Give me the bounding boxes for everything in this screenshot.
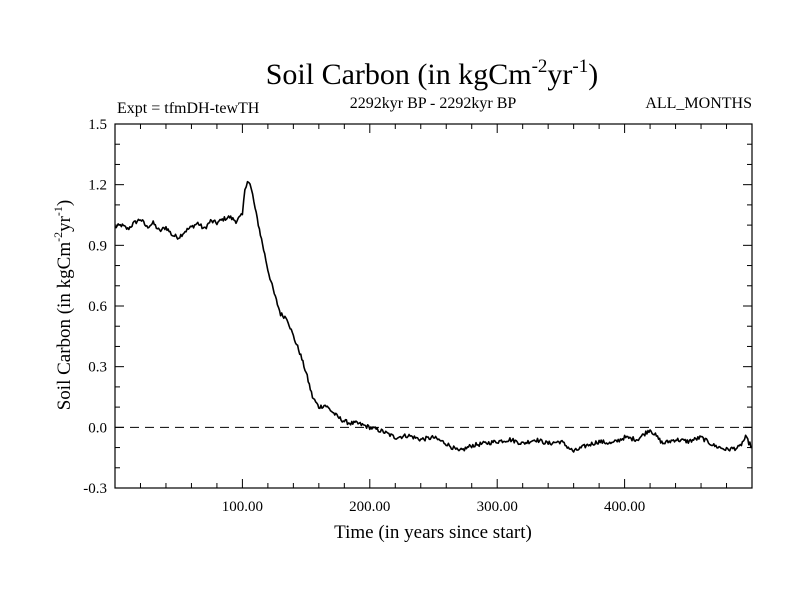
experiment-label: Expt = tfmDH-tewTH	[117, 100, 260, 117]
x-axis-ticks: 100.00 200.00 300.00 400.00	[139, 124, 728, 515]
y-label-superscript-2: -1	[51, 206, 65, 216]
period-label: 2292kyr BP - 2292kyr BP	[350, 95, 517, 112]
y-label-mid: yr	[54, 215, 75, 232]
y-tick-label: 1.2	[88, 178, 107, 194]
y-label-end: )	[54, 200, 75, 206]
title-mid: yr	[547, 58, 572, 91]
series-group	[114, 180, 753, 453]
y-label-superscript-1: -2	[51, 232, 65, 242]
y-tick-label: 0.6	[88, 299, 107, 315]
chart-title: Soil Carbon (in kgCm-2yr-1)	[266, 56, 599, 91]
x-tick-label: 200.00	[349, 499, 390, 515]
y-tick-label: 0.9	[88, 238, 107, 254]
title-end: )	[588, 58, 598, 91]
plot-frame	[114, 123, 753, 489]
y-tick-label: -0.3	[83, 481, 107, 497]
x-tick-label: 300.00	[477, 499, 518, 515]
soil-carbon-line	[114, 180, 753, 453]
y-label-main: Soil Carbon (in kgCm	[54, 242, 75, 411]
y-tick-label: 0.3	[88, 360, 107, 376]
y-tick-label: 1.5	[88, 117, 107, 133]
x-tick-label: 400.00	[604, 499, 645, 515]
x-tick-label: 100.00	[222, 499, 263, 515]
title-superscript-1: -2	[532, 56, 548, 77]
y-tick-label: 0.0	[88, 420, 107, 436]
x-axis-label: Time (in years since start)	[334, 522, 532, 543]
y-axis-ticks: -0.3 0.0 0.3 0.6 0.9 1.2 1.5	[83, 117, 752, 497]
season-label: ALL_MONTHS	[645, 95, 752, 112]
title-superscript-2: -1	[572, 56, 588, 77]
title-main: Soil Carbon (in kgCm	[266, 58, 532, 91]
y-axis-label: Soil Carbon (in kgCm-2yr-1)	[51, 200, 75, 411]
